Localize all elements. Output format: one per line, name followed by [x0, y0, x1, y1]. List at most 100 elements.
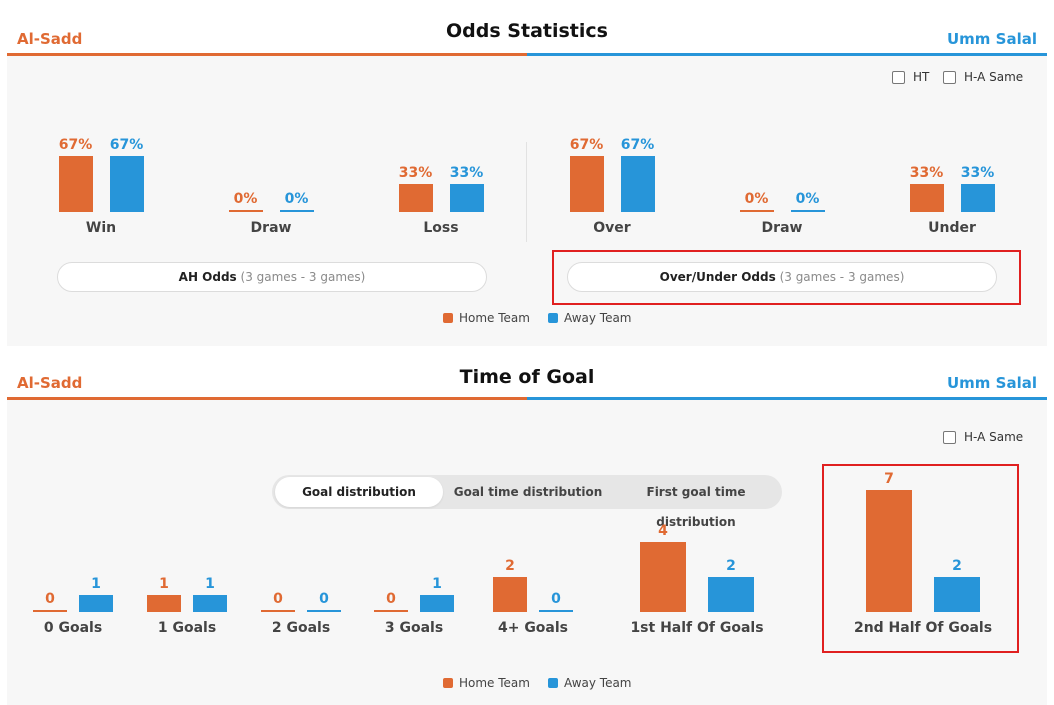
goals-half-value-home-2nd-half-of-goals: 7 [884, 471, 894, 487]
ah-bar-home-loss [398, 184, 433, 212]
ou-value-home-over: 67% [569, 136, 604, 153]
second-half-highlight [822, 464, 1019, 653]
ah-value-away-win: 67% [109, 136, 144, 153]
goals-dist-value-home-3-goals: 0 [386, 591, 396, 607]
odds-home-rule [7, 53, 527, 56]
goals-dist-bar-away-1-goals [193, 594, 227, 612]
goals-ha-same-checkbox-box[interactable] [943, 430, 956, 444]
ou-odds-button-games: (3 games - 3 games) [779, 270, 905, 284]
goals-dist-value-home-2-goals: 0 [273, 591, 283, 607]
ou-value-away-under: 33% [960, 165, 995, 182]
goals-header: Al-Sadd Time of Goal Umm Salal [7, 344, 1047, 400]
goals-legend-home-swatch [443, 678, 453, 688]
goals-half-category-1st-half-of-goals: 1st Half Of Goals [630, 620, 764, 636]
ou-bar-home-under [909, 184, 944, 212]
goals-dist-category-4-goals: 4+ Goals [497, 620, 569, 636]
ah-odds-button[interactable]: AH Odds (3 games - 3 games) [57, 262, 487, 292]
ou-value-home-draw: 0% [744, 191, 769, 207]
ah-bar-away-loss [449, 184, 484, 212]
ht-checkbox-box[interactable] [892, 70, 905, 84]
ah-category-draw: Draw [250, 220, 292, 236]
odds-chart-divider [526, 142, 527, 242]
goals-away-team-name: Umm Salal [947, 374, 1037, 392]
goals-legend-home: Home Team [443, 676, 530, 690]
odds-home-team-name: Al-Sadd [17, 30, 83, 48]
goals-dist-bar-away-2-goals [307, 610, 341, 612]
goals-half-bar-home-1st-half-of-goals [640, 542, 686, 612]
ou-category-under: Under [928, 220, 976, 236]
odds-title: Odds Statistics [446, 20, 608, 42]
goals-dist-value-away-1-goals: 1 [205, 575, 215, 592]
ht-checkbox[interactable]: HT [892, 70, 929, 84]
goals-dist-bar-away-0-goals [79, 594, 113, 612]
odds-legend-home-label: Home Team [459, 311, 530, 325]
ah-category-win: Win [85, 220, 117, 236]
ah-value-home-draw: 0% [233, 191, 258, 207]
goals-dist-category-1-goals: 1 Goals [157, 620, 217, 636]
goals-legend-away-swatch [547, 678, 558, 688]
goals-legend-away-label: Away Team [563, 676, 632, 690]
goals-dist-value-away-2-goals: 0 [319, 591, 329, 607]
goals-dist-bar-away-3-goals [420, 594, 454, 612]
ah-odds-button-label: AH Odds [178, 270, 237, 284]
ou-category-draw: Draw [761, 220, 803, 236]
goals-half-value-away-1st-half-of-goals: 2 [726, 558, 736, 575]
ou-odds-button-label: Over/Under Odds [659, 270, 776, 284]
goals-away-rule [527, 397, 1047, 400]
goals-dist-value-away-0-goals: 1 [91, 575, 101, 592]
goals-home-team-name: Al-Sadd [17, 374, 83, 392]
odds-legend-away-swatch [547, 313, 558, 323]
ou-bar-away-over [620, 155, 655, 212]
goals-dist-bar-home-2-goals [261, 610, 295, 612]
odds-ha-same-checkbox-label: H-A Same [964, 70, 1024, 84]
goals-half-bar-home-2nd-half-of-goals [866, 490, 912, 612]
odds-ha-same-checkbox[interactable]: H-A Same [943, 70, 1023, 84]
odds-legend-away-label: Away Team [563, 311, 632, 325]
ou-value-away-draw: 0% [795, 191, 820, 207]
goals-home-rule [7, 397, 527, 400]
odds-legend-away: Away Team [547, 311, 632, 325]
goals-ha-same-checkbox-label: H-A Same [964, 430, 1024, 444]
ht-checkbox-label: HT [913, 70, 930, 84]
goals-half-category-2nd-half-of-goals: 2nd Half Of Goals [853, 620, 993, 636]
odds-ha-same-checkbox-box[interactable] [943, 70, 956, 84]
goals-dist-value-away-3-goals: 1 [432, 575, 442, 592]
goals-half-bar-away-2nd-half-of-goals [934, 577, 980, 612]
goals-dist-category-0-goals: 0 Goals [43, 620, 103, 636]
ou-odds-button[interactable]: Over/Under Odds (3 games - 3 games) [567, 262, 997, 292]
goals-dist-bar-home-1-goals [147, 594, 181, 612]
goals-half-bar-away-1st-half-of-goals [708, 577, 754, 612]
ou-bar-away-draw [790, 210, 825, 212]
goals-half-value-away-2nd-half-of-goals: 2 [952, 558, 962, 575]
ah-value-away-loss: 33% [449, 165, 484, 182]
goals-dist-bar-home-3-goals [374, 610, 408, 612]
ou-bar-away-under [960, 184, 995, 212]
odds-legend-home-swatch [443, 313, 453, 323]
goals-dist-category-3-goals: 3 Goals [384, 620, 444, 636]
goals-dist-value-home-0-goals: 0 [45, 591, 55, 607]
goals-legend: Home Team Away Team [443, 676, 650, 690]
odds-legend-home: Home Team [443, 311, 530, 325]
ou-value-home-under: 33% [909, 165, 944, 182]
goal-tabs: Goal distribution Goal time distribution… [272, 475, 782, 529]
goals-dist-bar-home-4-goals [493, 577, 527, 612]
goals-dist-value-home-1-goals: 1 [159, 575, 169, 592]
odds-panel: HT H-A Same 67% 67% Win 0% 0% Draw 33% 33% Loss 6… [7, 56, 1047, 346]
ou-bar-home-draw [739, 210, 774, 212]
goals-dist-value-away-4-goals: 0 [551, 591, 561, 607]
goals-half-value-home-1st-half-of-goals: 4 [658, 523, 668, 540]
ah-value-home-loss: 33% [398, 165, 433, 182]
tab-first-goal-time-distribution[interactable]: First goal time distribution [646, 485, 746, 529]
ou-bar-home-over [569, 155, 604, 212]
tab-goal-time-distribution[interactable]: Goal time distribution [453, 485, 603, 499]
goals-title: Time of Goal [459, 366, 595, 388]
ou-value-away-over: 67% [620, 136, 655, 153]
ah-bar-away-draw [279, 210, 314, 212]
goals-ha-same-checkbox[interactable]: H-A Same [943, 430, 1023, 444]
tab-goal-distribution[interactable]: Goal distribution [275, 477, 443, 507]
ah-bar-home-draw [228, 210, 263, 212]
ah-value-home-win: 67% [58, 136, 93, 153]
ah-bar-home-win [58, 155, 93, 212]
ah-value-away-draw: 0% [284, 191, 309, 207]
